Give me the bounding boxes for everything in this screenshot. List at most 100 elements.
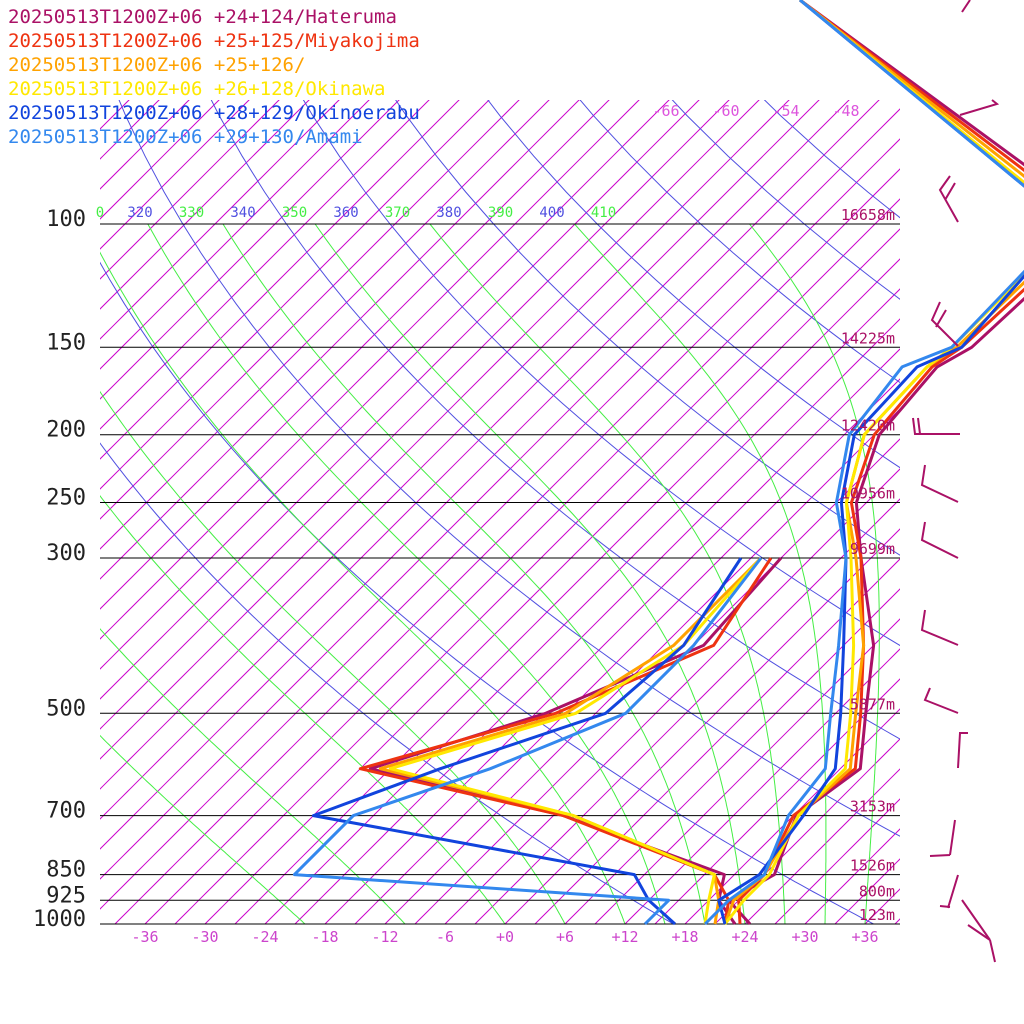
temperature-tick-label: -36 xyxy=(131,928,158,946)
legend-entry: 20250513T1200Z+06 +26+128/Okinawa xyxy=(8,78,386,100)
isotherm-grid xyxy=(100,100,900,924)
isotherm-line xyxy=(144,168,900,924)
theta-label: 340 xyxy=(230,205,255,221)
pressure-label: 925 xyxy=(46,883,86,908)
dewpoint-profile-line xyxy=(292,557,763,926)
height-label: 3153m xyxy=(850,798,895,816)
height-label: 800m xyxy=(859,882,895,900)
isotherm-line xyxy=(624,648,900,924)
wind-barb xyxy=(959,99,1000,116)
dry-adiabat-line xyxy=(118,100,900,837)
isotherm-top-label: -60 xyxy=(712,102,739,120)
height-label: 16658m xyxy=(841,206,895,224)
isotherm-line xyxy=(100,100,460,460)
temperature-profile-line xyxy=(703,0,1024,926)
moist-adiabat-line xyxy=(100,495,506,924)
moist-adiabat-line xyxy=(905,224,951,924)
moist-adiabat-grid xyxy=(100,223,951,924)
height-label: 5877m xyxy=(850,695,895,713)
isotherm-line xyxy=(100,100,700,700)
isotherm-line xyxy=(804,828,900,924)
legend: 20250513T1200Z+06 +24+124/Hateruma202505… xyxy=(8,6,420,148)
temperature-tick-label: +36 xyxy=(851,928,878,946)
legend-entry: 20250513T1200Z+06 +28+129/Okinoerabu xyxy=(8,102,420,124)
temperature-tick-label: +12 xyxy=(611,928,638,946)
wind-barb xyxy=(930,301,959,347)
wind-barb xyxy=(920,521,959,559)
isotherm-line xyxy=(654,678,900,924)
dewpoint-profile-line xyxy=(311,557,743,926)
legend-entry: 20250513T1200Z+06 +25+125/Miyakojima xyxy=(8,30,420,52)
wind-barb xyxy=(961,0,971,13)
theta-label: 330 xyxy=(179,205,204,221)
height-label: 14225m xyxy=(841,329,895,347)
isotherm-line xyxy=(100,100,490,490)
temperature-tick-label: -18 xyxy=(311,928,338,946)
temperature-profile-line xyxy=(723,0,1024,925)
isotherm-line xyxy=(594,618,900,924)
moist-adiabat-line xyxy=(100,390,566,924)
isotherm-line xyxy=(444,468,900,924)
theta-label: 360 xyxy=(333,205,358,221)
isotherm-line xyxy=(100,100,250,250)
theta-label: 370 xyxy=(385,205,410,221)
isotherm-top-label: -66 xyxy=(652,102,679,120)
dry-adiabat-line xyxy=(302,100,900,647)
isotherm-line xyxy=(234,258,900,924)
isotherm-line xyxy=(100,100,550,550)
theta-label: 400 xyxy=(539,205,564,221)
isotherm-line xyxy=(414,438,900,924)
isotherm-line xyxy=(324,348,900,924)
axis-labels: 100 16658m 150 14225m 200 12420m 250 10956m 300 9… xyxy=(33,102,895,946)
isotherm-line xyxy=(100,100,580,580)
dry-adiabat-line xyxy=(487,100,900,469)
theta-label: 0 xyxy=(96,205,104,221)
temperature-tick-label: -12 xyxy=(371,928,398,946)
pressure-label: 850 xyxy=(46,858,86,883)
theta-label: 380 xyxy=(436,205,461,221)
isotherm-line xyxy=(774,798,900,924)
dry-adiabat-line xyxy=(210,100,900,740)
wind-barb xyxy=(920,464,959,503)
height-label: 10956m xyxy=(841,485,895,503)
wind-barb xyxy=(961,899,996,963)
isotherm-line xyxy=(534,558,900,924)
wind-barb xyxy=(912,417,960,435)
temperature-profile-line xyxy=(727,0,1024,926)
wind-barb xyxy=(929,819,956,857)
isotherm-line xyxy=(100,100,820,820)
temperature-tick-label: -30 xyxy=(191,928,218,946)
isotherm-line xyxy=(100,100,190,190)
theta-label: 390 xyxy=(488,205,513,221)
dry-adiabat-line xyxy=(395,100,900,556)
isotherm-line xyxy=(100,100,760,760)
legend-entry: 20250513T1200Z+06 +25+126/ xyxy=(8,54,305,76)
sounding-profiles xyxy=(292,0,1024,926)
isotherm-line xyxy=(264,288,900,924)
pressure-label: 1000 xyxy=(33,907,86,932)
isotherm-line xyxy=(100,100,670,670)
dry-adiabat-line xyxy=(100,261,874,924)
legend-entry: 20250513T1200Z+06 +24+124/Hateruma xyxy=(8,6,397,28)
wind-barb xyxy=(957,732,968,769)
temperature-profile-line xyxy=(737,0,1024,925)
wind-barb xyxy=(923,687,959,714)
pressure-label: 500 xyxy=(46,696,86,721)
wind-barb xyxy=(920,609,959,646)
temperature-tick-label: +30 xyxy=(791,928,818,946)
height-label: 9699m xyxy=(850,540,895,558)
dry-adiabat-line xyxy=(100,442,674,924)
theta-label: 320 xyxy=(127,205,152,221)
theta-label: 350 xyxy=(282,205,307,221)
isotherm-line xyxy=(174,198,900,924)
isotherm-line xyxy=(100,100,520,520)
height-label: 123m xyxy=(859,906,895,924)
wind-barb xyxy=(938,175,959,223)
isotherm-line xyxy=(684,708,900,924)
isotherm-line xyxy=(744,768,900,924)
temperature-tick-label: +24 xyxy=(731,928,758,946)
pressure-label: 700 xyxy=(46,799,86,824)
isotherm-line xyxy=(204,228,900,924)
pressure-label: 200 xyxy=(46,418,86,443)
isotherm-line xyxy=(100,100,790,790)
